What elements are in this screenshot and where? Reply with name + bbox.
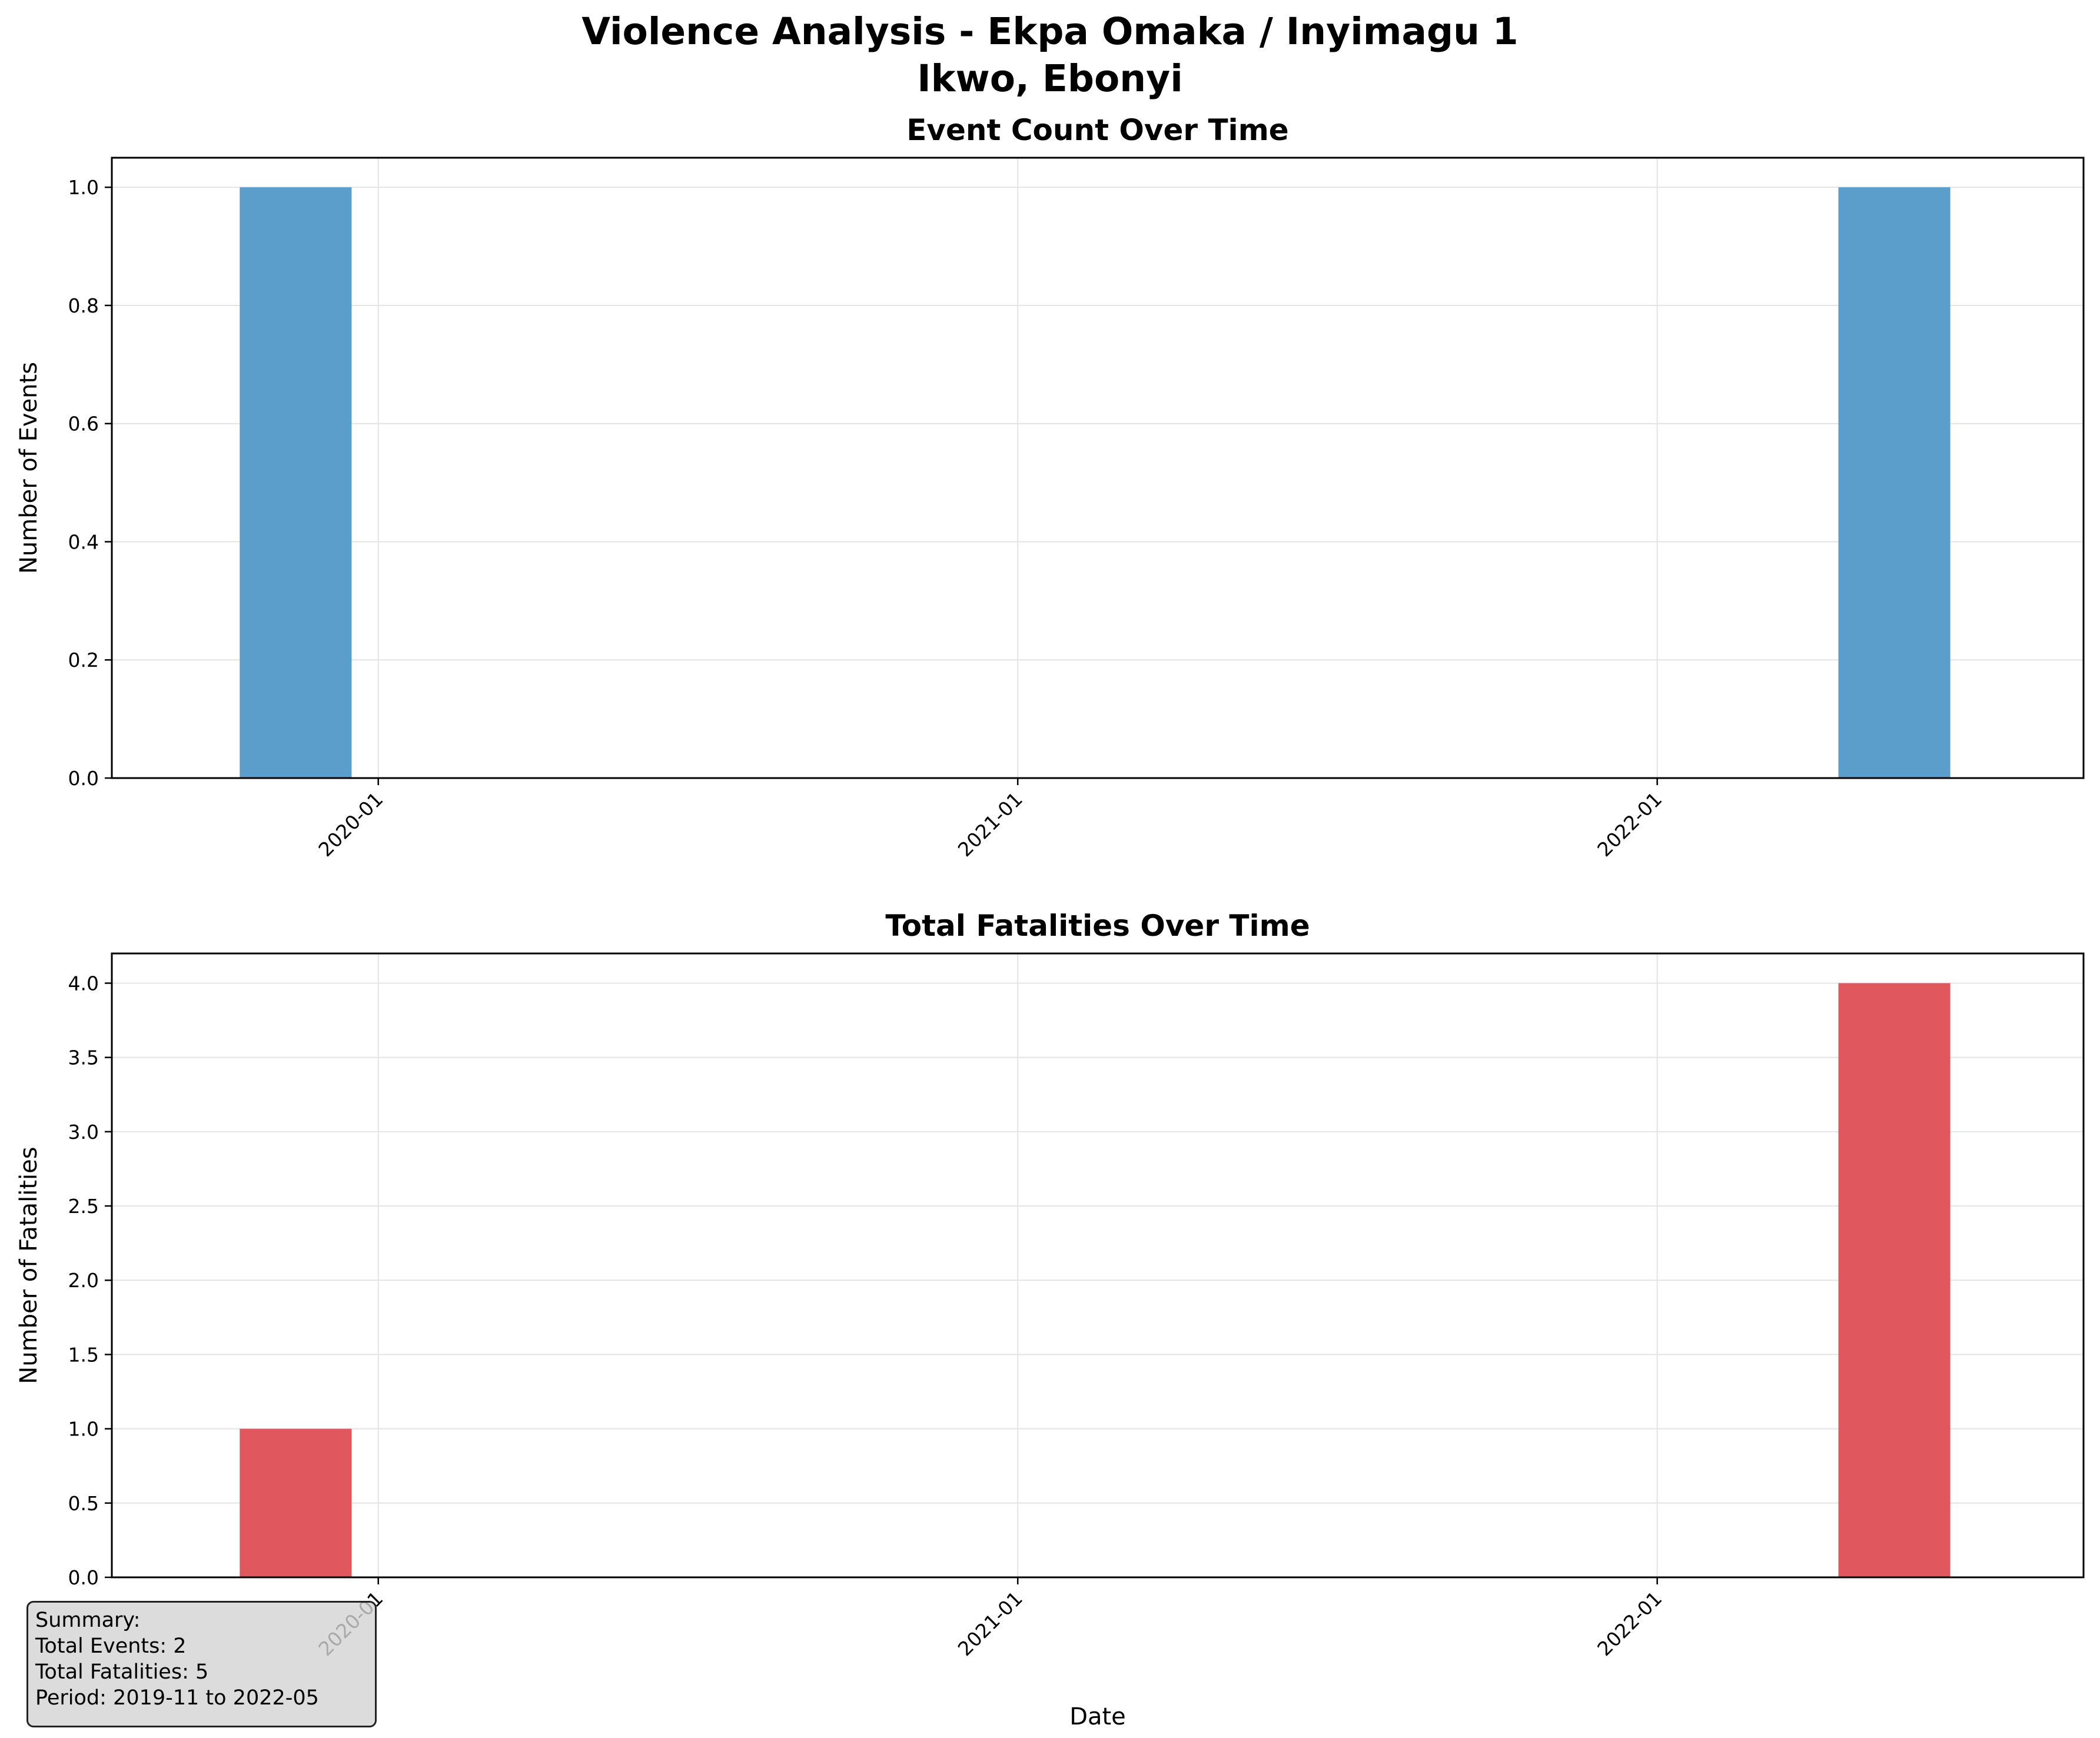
x-tick-label: 2021-01	[953, 787, 1027, 861]
x-tick-label: 2021-01	[953, 1587, 1027, 1660]
y-tick-label: 0.2	[68, 649, 99, 672]
bar-2019-11	[240, 1428, 352, 1577]
y-tick-label: 0.0	[68, 767, 99, 790]
figure-title-line1: Violence Analysis - Ekpa Omaka / Inyimag…	[582, 10, 1518, 53]
bar-2022-05	[1838, 983, 1951, 1577]
x-axis-label: Date	[1069, 1703, 1126, 1730]
y-axis-label: Number of Events	[15, 362, 42, 574]
y-tick-label: 0.8	[68, 294, 99, 317]
y-tick-label: 3.5	[68, 1046, 99, 1069]
event-count-chart: 0.0 0.2 0.4 0.6 0.8 1.0 2020-01 2021-01 2022-01 E…	[15, 113, 2085, 861]
x-tick-label: 2022-01	[1593, 1587, 1666, 1660]
x-tick-label: 2020-01	[314, 787, 387, 861]
bar-2019-11	[240, 187, 352, 778]
y-tick-label: 4.0	[68, 972, 99, 995]
axes-frame	[111, 952, 2085, 1579]
bar-2022-05	[1838, 187, 1951, 778]
figure-title-line2: Ikwo, Ebonyi	[917, 57, 1183, 100]
y-tick-label: 0.6	[68, 413, 99, 436]
y-tick-label: 0.4	[68, 530, 99, 553]
chart-title: Total Fatalities Over Time	[885, 909, 1310, 943]
summary-box: Summary: Total Events: 2 Total Fatalitie…	[26, 1601, 377, 1727]
y-tick-label: 2.0	[68, 1269, 99, 1292]
y-tick-label: 1.5	[68, 1343, 99, 1366]
y-axis-label: Number of Fatalities	[15, 1147, 42, 1384]
summary-total-fatalities: Total Fatalities: 5	[35, 1660, 209, 1684]
x-tick-label: 2022-01	[1593, 787, 1666, 861]
y-tick-label: 0.5	[68, 1492, 99, 1515]
summary-period: Period: 2019-11 to 2022-05	[35, 1686, 319, 1710]
axes-frame	[111, 157, 2085, 779]
y-tick-label: 0.0	[68, 1566, 99, 1589]
chart-title: Event Count Over Time	[906, 113, 1288, 147]
summary-total-events: Total Events: 2	[35, 1634, 187, 1658]
y-tick-label: 1.0	[68, 176, 99, 199]
y-tick-label: 1.0	[68, 1418, 99, 1441]
y-tick-label: 3.0	[68, 1121, 99, 1144]
summary-heading: Summary:	[35, 1609, 141, 1632]
y-tick-label: 2.5	[68, 1195, 99, 1218]
